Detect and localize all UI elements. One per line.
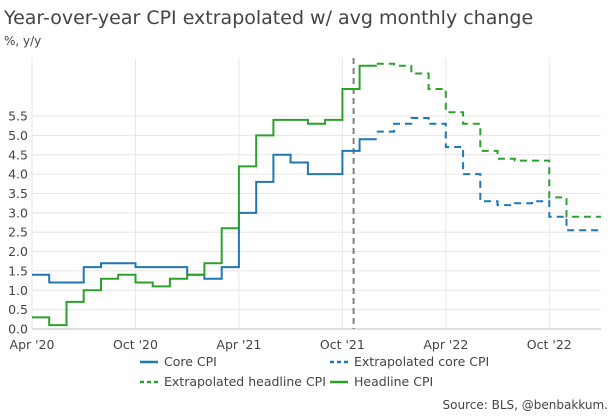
y-tick-label: 0.0: [8, 322, 28, 337]
y-axis-label: %, y/y: [4, 34, 41, 48]
legend-label: Headline CPI: [354, 374, 433, 389]
gridlines: [31, 58, 601, 330]
y-tick-label: 3.0: [8, 205, 28, 220]
y-tick-label: 5.0: [8, 128, 28, 143]
legend-label: Extrapolated headline CPI: [164, 374, 326, 389]
series-extrapolated-core-cpi: [376, 117, 601, 232]
chart-title: Year-over-year CPI extrapolated w/ avg m…: [3, 7, 533, 29]
y-tick-label: 3.5: [8, 186, 28, 201]
x-tick-label: Apr '21: [216, 337, 261, 352]
x-tick-label: Oct '22: [527, 337, 572, 352]
source-note: Source: BLS, @benbakkum.: [443, 398, 608, 412]
y-tick-label: 4.5: [8, 147, 28, 162]
x-axis-ticks: Apr '20 Oct '20 Apr '21 Oct '21 Apr '22 Oct '…: [10, 337, 572, 352]
x-tick-label: Apr '22: [423, 337, 468, 352]
y-tick-label: 0.5: [8, 302, 28, 317]
y-tick-label: 1.5: [8, 263, 28, 278]
y-tick-label: 2.0: [8, 244, 28, 259]
y-tick-label: 1.0: [8, 283, 28, 298]
legend-label: Core CPI: [164, 354, 217, 369]
y-tick-label: 5.5: [8, 109, 28, 124]
series-extrapolated-headline-cpi: [376, 62, 601, 218]
series-lines: [32, 62, 601, 327]
legend-label: Extrapolated core CPI: [354, 354, 489, 369]
legend: Core CPI Extrapolated core CPI Extrapolate…: [140, 354, 489, 389]
x-tick-label: Apr '20: [10, 337, 55, 352]
y-tick-label: 2.5: [8, 225, 28, 240]
y-tick-label: 4.0: [8, 167, 28, 182]
series-headline-cpi: [32, 64, 377, 327]
x-tick-label: Oct '20: [113, 337, 158, 352]
series-core-cpi: [32, 138, 377, 284]
x-tick-label: Oct '21: [320, 337, 365, 352]
y-axis-ticks: 0.0 0.5 1.0 1.5 2.0 2.5 3.0 3.5 4.0 4.5 5.0 5.5: [8, 109, 28, 337]
